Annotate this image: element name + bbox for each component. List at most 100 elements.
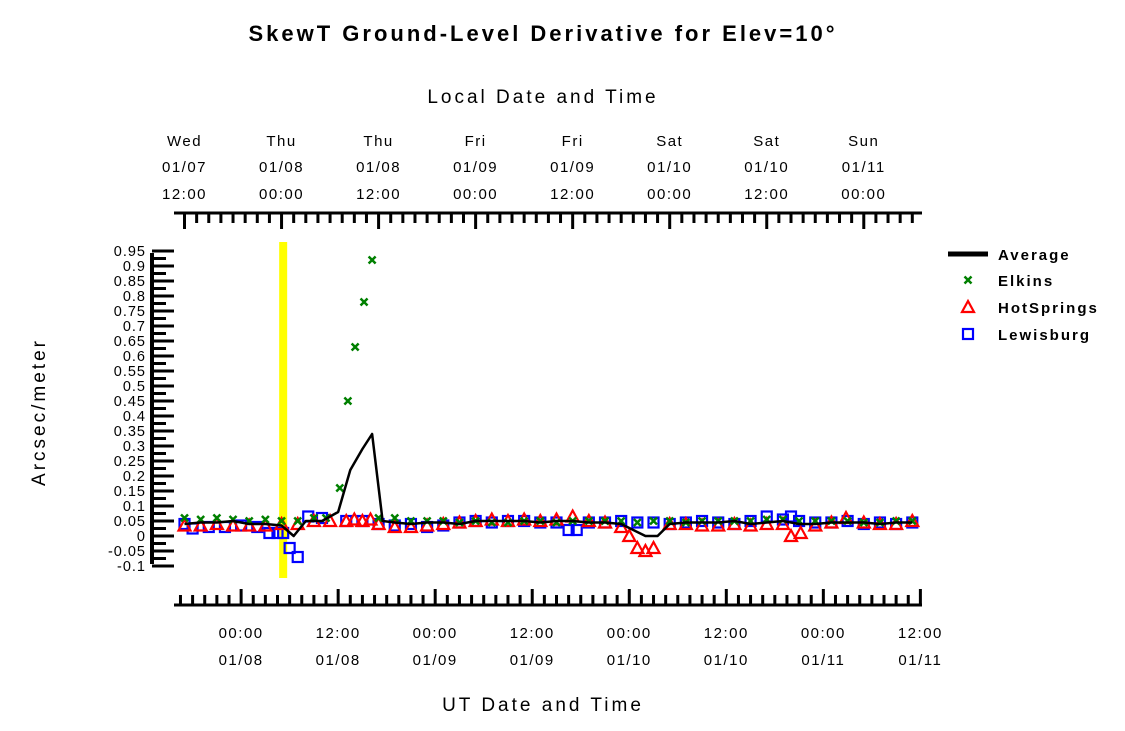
y-tick-label: 0.05: [114, 514, 146, 530]
hotsprings-point: [904, 512, 921, 528]
x-tick-time: 00:00: [801, 625, 846, 642]
x-mark: [632, 518, 642, 527]
lewisburg-point: [647, 516, 660, 529]
y-tick-label: 0: [137, 529, 146, 545]
y-tick-label: 0.85: [114, 274, 146, 290]
top-tick-day: Thu: [363, 133, 393, 150]
y-tick-label: -0.05: [108, 544, 146, 560]
lewisburg-point: [695, 514, 709, 528]
x-mark: [649, 516, 658, 526]
top-tick-day: Fri: [562, 133, 584, 150]
hotsprings-point: [783, 527, 799, 543]
hotsprings-point: [225, 517, 241, 532]
top-tick-date: 01/11: [842, 159, 886, 176]
legend-elkins-icon: [963, 275, 973, 285]
legend-label: HotSprings: [998, 300, 1099, 317]
hotsprings-point: [645, 539, 662, 555]
top-tick-date: 01/08: [356, 159, 401, 176]
hotsprings-point: [338, 512, 355, 528]
elkins-point: [359, 297, 369, 307]
hotsprings-point: [580, 512, 597, 528]
x-tick-time: 12:00: [704, 625, 749, 642]
x-mark: [367, 255, 377, 265]
elkins-point: [367, 255, 377, 265]
top-tick-day: Sat: [753, 133, 780, 150]
series-elkins: [180, 255, 917, 527]
y-tick-label: 0.9: [123, 259, 146, 275]
x-mark: [359, 297, 369, 307]
x-tick-time: 12:00: [316, 625, 361, 642]
y-tick-label: 0.7: [123, 319, 146, 335]
lewisburg-point: [615, 514, 628, 528]
x-tick-date: 01/09: [510, 652, 555, 669]
x-mark: [180, 513, 189, 523]
x-tick-date: 01/08: [219, 652, 264, 669]
highlight-band: [279, 242, 288, 578]
elkins-point: [343, 396, 353, 406]
x-mark: [963, 275, 973, 285]
top-tick-date: 01/07: [162, 159, 207, 176]
x-mark: [293, 516, 303, 526]
lewisburg-point: [776, 513, 790, 526]
x-mark: [343, 396, 353, 406]
hotsprings-point: [532, 512, 549, 528]
x-tick-time: 12:00: [898, 625, 943, 642]
top-tick-date: 01/10: [744, 159, 789, 176]
lewisburg-point: [744, 514, 757, 528]
y-tick-label: 0.3: [123, 439, 146, 455]
hotsprings-point: [792, 524, 809, 540]
lewisburg-point: [792, 514, 806, 528]
top-tick-day: Thu: [266, 133, 296, 150]
lewisburg-point: [291, 550, 304, 564]
legend-lewisburg-icon: [961, 327, 975, 341]
x-tick-time: 12:00: [510, 625, 555, 642]
legend-label: Lewisburg: [998, 327, 1091, 344]
x-mark: [390, 513, 400, 523]
elkins-point: [212, 513, 222, 523]
lewisburg-point: [631, 516, 644, 529]
y-tick-label: 0.75: [114, 304, 146, 320]
elkins-point: [180, 513, 189, 523]
y-tick-label: 0.8: [123, 289, 146, 305]
top-tick-date: 01/10: [647, 159, 692, 176]
y-tick-label: 0.35: [114, 424, 146, 440]
top-tick-time: 00:00: [647, 186, 692, 203]
top-tick-day: Sat: [656, 133, 683, 150]
hotsprings-point: [176, 517, 193, 532]
y-tick-label: 0.1: [123, 499, 146, 515]
top-tick-date: 01/08: [259, 159, 304, 176]
elkins-point: [350, 342, 360, 352]
y-tick-label: 0.2: [123, 469, 146, 485]
lewisburg-point: [562, 523, 575, 537]
top-tick-time: 00:00: [259, 186, 304, 203]
y-tick-label: 0.6: [123, 349, 146, 365]
elkins-point: [632, 518, 642, 527]
y-tick-label: 0.5: [123, 379, 146, 395]
top-tick-time: 00:00: [453, 186, 498, 203]
hotsprings-point: [621, 527, 638, 543]
x-tick-date: 01/10: [704, 652, 749, 669]
x-axis-title: UT Date and Time: [442, 695, 644, 716]
x-mark: [335, 483, 345, 493]
hotsprings-point: [370, 515, 387, 531]
x-tick-date: 01/08: [316, 652, 361, 669]
y-tick-label: 0.4: [123, 409, 146, 425]
hotsprings-point: [451, 514, 468, 529]
hotsprings-point: [354, 512, 371, 528]
hotsprings-point: [192, 517, 209, 532]
elkins-point: [277, 516, 286, 526]
hotsprings-point: [629, 539, 646, 555]
elkins-point: [293, 516, 303, 526]
x-tick-date: 01/11: [898, 652, 942, 669]
y-tick-label: 0.45: [114, 394, 146, 410]
y-axis-title: Arcsec/meter: [29, 338, 50, 486]
y-tick-label: 0.25: [114, 454, 146, 470]
top-tick-day: Fri: [465, 133, 487, 150]
x-mark: [260, 515, 270, 524]
x-tick-time: 00:00: [607, 625, 652, 642]
average-line: [184, 432, 913, 538]
y-tick-label: -0.1: [117, 559, 146, 575]
hotsprings-point: [346, 511, 363, 526]
